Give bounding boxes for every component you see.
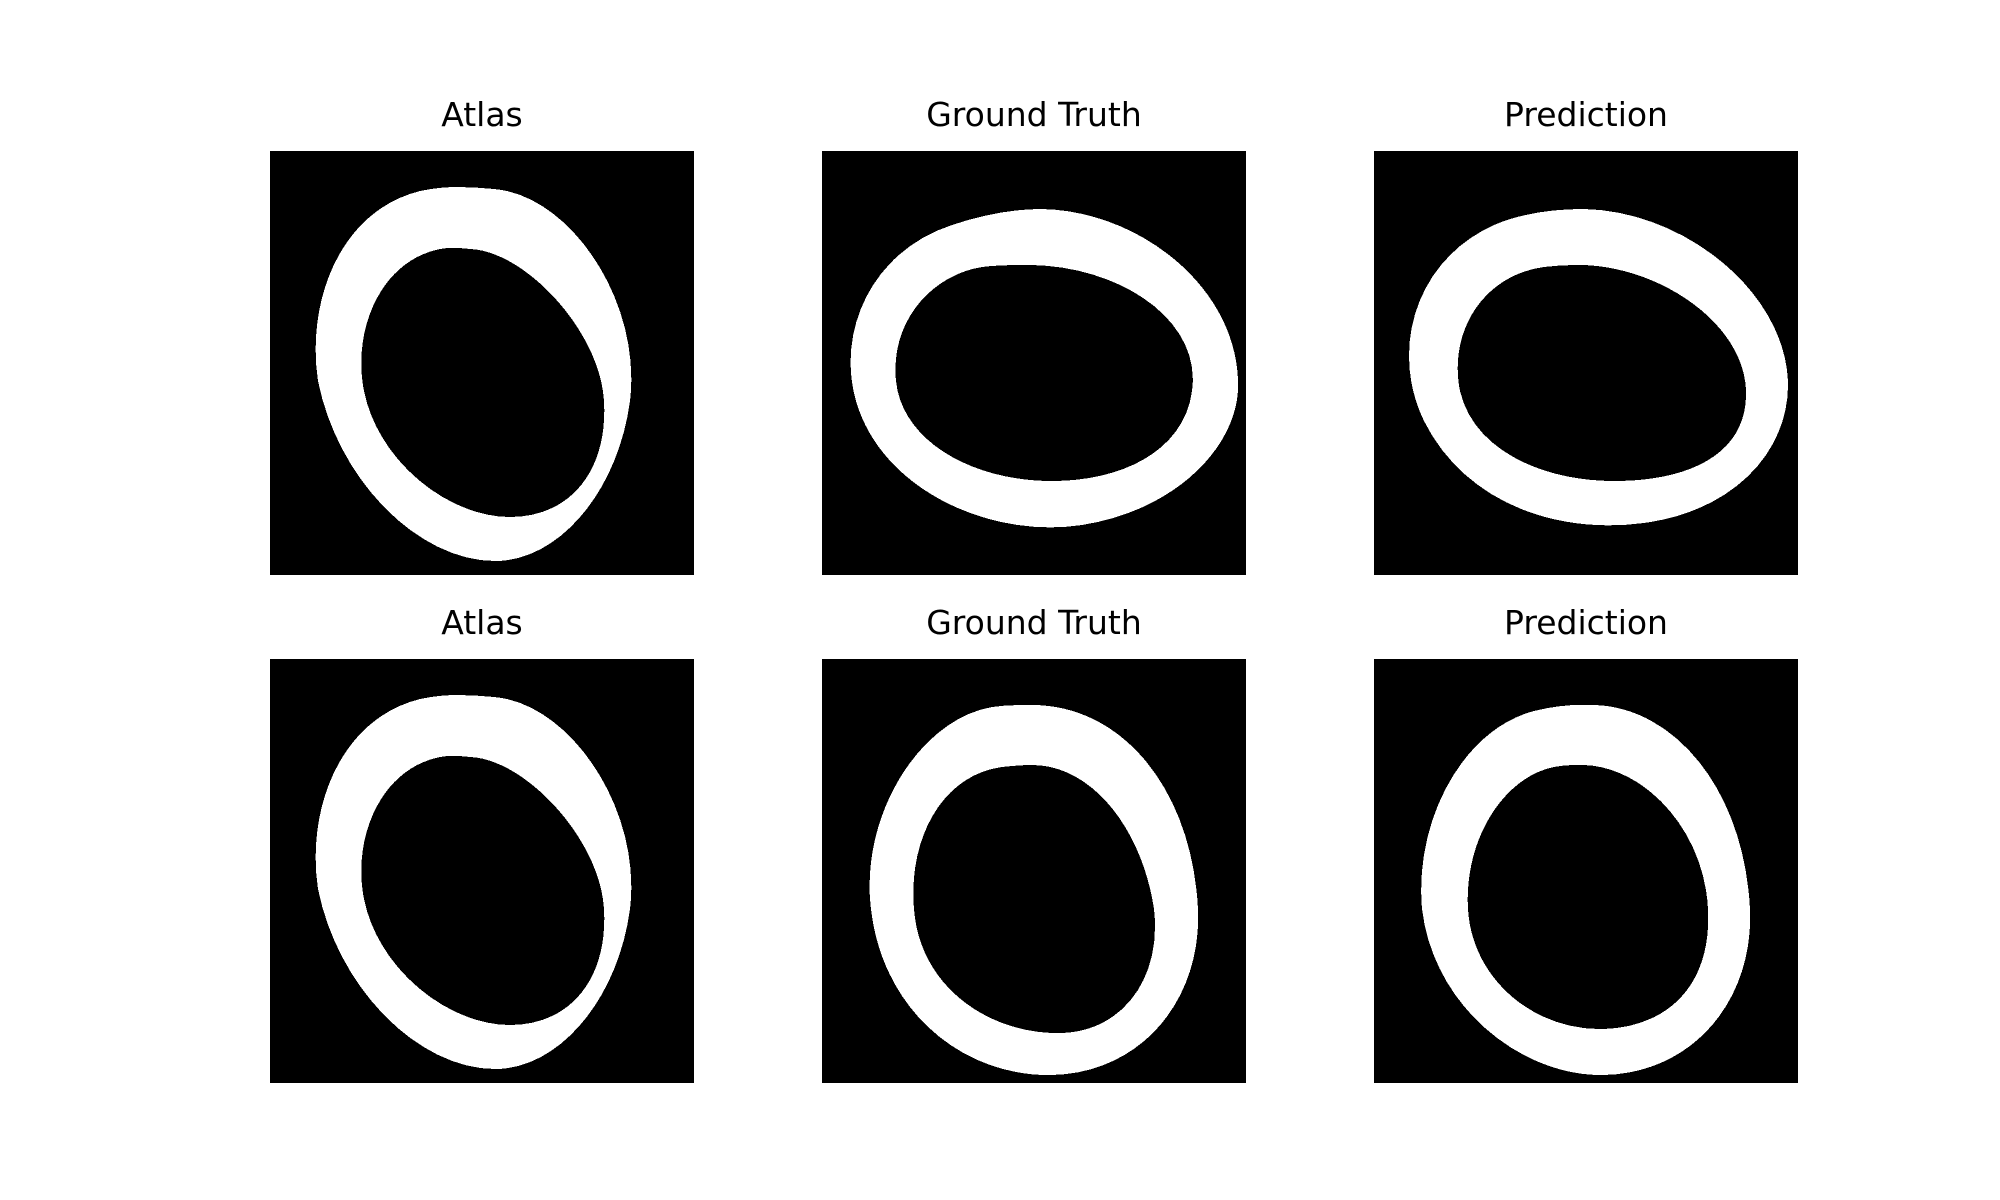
mask-image-atlas-row2 [270, 659, 694, 1083]
panel-title: Ground Truth [926, 95, 1142, 134]
mask-image-prediction-row1 [1374, 151, 1798, 575]
mask-image-ground-truth-row1 [822, 151, 1246, 575]
panel-title: Prediction [1504, 95, 1668, 134]
mask-image-ground-truth-row2 [822, 659, 1246, 1083]
mask-image-atlas-row1 [270, 151, 694, 575]
panel-title: Prediction [1504, 603, 1668, 642]
panel-title: Atlas [441, 95, 523, 134]
panel-title: Atlas [441, 603, 523, 642]
mask-image-prediction-row2 [1374, 659, 1798, 1083]
panel-title: Ground Truth [926, 603, 1142, 642]
